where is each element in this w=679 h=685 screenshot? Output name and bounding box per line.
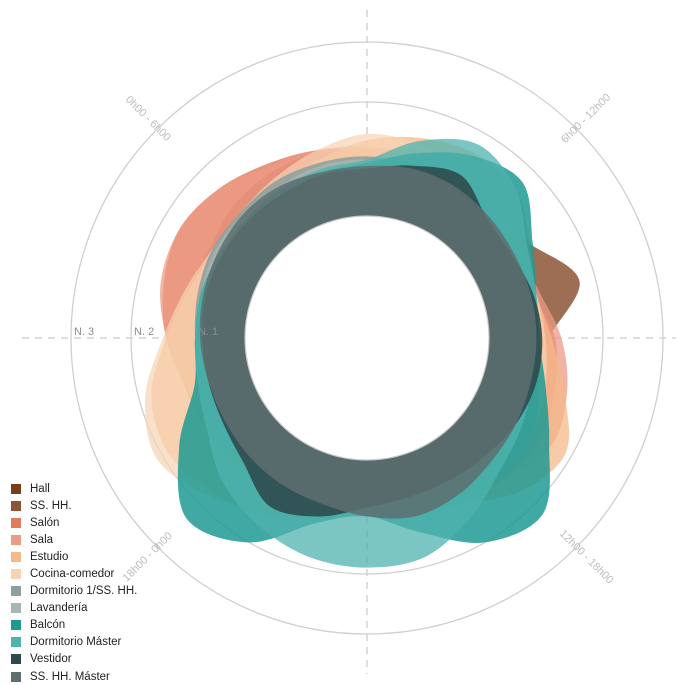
legend-item: Dormitorio 1/SS. HH. <box>11 583 137 600</box>
legend-item: Balcón <box>11 617 137 634</box>
legend-item: Dormitorio Máster <box>11 634 137 651</box>
legend-swatch <box>11 483 21 494</box>
legend-swatch <box>11 603 21 614</box>
legend-label: Dormitorio 1/SS. HH. <box>30 585 138 598</box>
legend-label: Balcón <box>30 619 66 632</box>
legend-item: Lavandería <box>11 600 137 617</box>
legend-label: Salón <box>30 516 60 529</box>
legend-swatch <box>11 620 21 631</box>
legend-label: Hall <box>30 482 50 495</box>
legend-label: Sala <box>30 533 54 546</box>
legend-swatch <box>11 551 21 562</box>
chart-center <box>244 215 490 461</box>
legend-swatch <box>11 569 21 580</box>
legend-label: SS. HH. <box>30 499 72 512</box>
legend-swatch <box>11 517 21 528</box>
legend-swatch <box>11 654 21 665</box>
legend-swatch <box>11 637 21 648</box>
legend-item: Estudio <box>11 548 137 565</box>
legend-label: Estudio <box>30 550 69 563</box>
legend-item: Salón <box>11 514 137 531</box>
legend-label: Cocina-comedor <box>30 568 115 581</box>
ring-label-3: N. 3 <box>74 326 94 338</box>
ring-label-2: N. 2 <box>134 326 154 338</box>
legend-item: Cocina-comedor <box>11 565 137 582</box>
legend-label: SS. HH. Máster <box>30 670 110 683</box>
legend-swatch <box>11 671 21 682</box>
ring-3 <box>70 41 664 635</box>
legend-swatch <box>11 534 21 545</box>
legend-label: Vestidor <box>30 653 72 666</box>
legend-label: Lavandería <box>30 602 88 615</box>
ring-label-1: N. 1 <box>198 326 218 338</box>
legend-item: SS. HH. <box>11 497 137 514</box>
legend: Hall SS. HH. Salón Sala Estudio Cocina-comedo… <box>11 480 137 685</box>
legend-item: Sala <box>11 531 137 548</box>
legend-swatch <box>11 500 21 511</box>
legend-item: Vestidor <box>11 651 137 668</box>
quarter-label-1: 0h00 - 6h00 <box>123 94 173 144</box>
quarter-label-2: 6h00 - 12h00 <box>559 92 613 146</box>
ring-2 <box>130 101 604 575</box>
legend-item: SS. HH. Máster <box>11 668 137 685</box>
legend-label: Dormitorio Máster <box>30 636 122 649</box>
legend-item: Hall <box>11 480 137 497</box>
legend-swatch <box>11 586 21 597</box>
